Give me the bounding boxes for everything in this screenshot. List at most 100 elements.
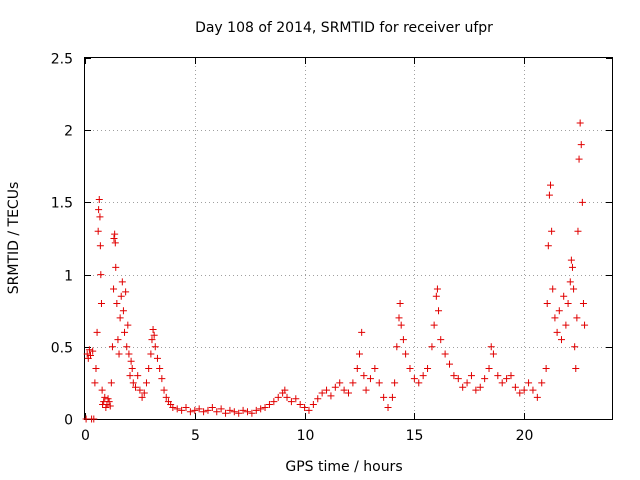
data-point	[129, 379, 137, 387]
data-point	[113, 299, 121, 307]
data-point	[83, 350, 91, 358]
x-tick-label: 0	[81, 428, 90, 444]
data-point	[148, 336, 156, 344]
data-point	[336, 379, 344, 387]
y-tick-label: 0	[64, 413, 73, 429]
ticks: 0 5 10 15 20 0 0.5 1 1.5 2 2.5	[51, 52, 612, 444]
data-point	[391, 379, 399, 387]
data-point	[95, 206, 103, 214]
data-point	[186, 408, 194, 416]
data-point	[92, 364, 100, 372]
data-point	[360, 372, 368, 380]
data-point	[450, 372, 458, 380]
chart-title: Day 108 of 2014, SRMTID for receiver ufp…	[195, 20, 493, 36]
data-point	[576, 119, 584, 127]
data-point	[128, 364, 136, 372]
data-point	[430, 321, 438, 329]
data-point	[204, 406, 212, 414]
data-point	[162, 393, 170, 401]
data-point	[158, 375, 166, 383]
data-point	[125, 350, 133, 358]
data-point	[147, 350, 155, 358]
data-point	[248, 409, 256, 417]
data-point	[366, 375, 374, 383]
data-point	[384, 403, 392, 411]
data-point	[410, 375, 418, 383]
data-point	[362, 386, 370, 394]
data-point	[555, 307, 563, 315]
data-point	[93, 328, 101, 336]
data-point	[97, 299, 105, 307]
data-point	[274, 393, 282, 401]
data-point	[331, 383, 339, 391]
data-point	[140, 389, 148, 397]
data-point	[118, 278, 126, 286]
data-point	[564, 299, 572, 307]
plot-frame	[84, 57, 613, 420]
data-point	[98, 386, 106, 394]
data-point	[119, 307, 127, 315]
data-point	[424, 364, 432, 372]
data-point	[226, 406, 234, 414]
data-point	[349, 379, 357, 387]
data-point	[114, 336, 122, 344]
data-point	[553, 328, 561, 336]
data-point	[459, 383, 467, 391]
data-point	[182, 403, 190, 411]
data-point	[191, 406, 199, 414]
data-point	[296, 401, 304, 409]
data-point	[581, 321, 589, 329]
data-point	[142, 379, 150, 387]
data-point	[577, 141, 585, 149]
data-point	[111, 239, 119, 247]
data-point	[112, 263, 120, 271]
data-point	[213, 408, 221, 416]
y-tick-label: 2.5	[51, 52, 73, 68]
data-point	[579, 299, 587, 307]
data-point	[110, 285, 118, 293]
data-point	[97, 271, 105, 279]
x-axis-label: GPS time / hours	[285, 459, 402, 475]
data-point	[446, 360, 454, 368]
data-point	[121, 328, 129, 336]
data-point	[314, 395, 322, 403]
data-point	[380, 393, 388, 401]
x-tick-label: 5	[191, 428, 200, 444]
data-point	[111, 230, 119, 238]
data-point	[353, 364, 361, 372]
data-point	[136, 386, 144, 394]
data-point	[399, 336, 407, 344]
data-point	[151, 343, 159, 351]
data-point	[562, 321, 570, 329]
data-point	[538, 379, 546, 387]
data-point	[123, 343, 131, 351]
data-point	[169, 403, 177, 411]
data-point	[318, 389, 326, 397]
data-point	[105, 398, 113, 406]
data-point	[195, 405, 203, 413]
data-point	[102, 403, 110, 411]
data-point	[126, 372, 134, 380]
data-point	[261, 403, 269, 411]
data-point	[549, 285, 557, 293]
data-point	[476, 383, 484, 391]
data-point	[252, 406, 260, 414]
data-point	[122, 288, 130, 296]
data-point	[432, 292, 440, 300]
data-point	[566, 278, 574, 286]
data-point	[525, 379, 533, 387]
data-point	[281, 386, 289, 394]
data-point	[533, 393, 541, 401]
data-point	[485, 364, 493, 372]
data-point	[323, 386, 331, 394]
data-point	[467, 372, 475, 380]
data-point	[287, 398, 295, 406]
data-point	[568, 263, 576, 271]
data-point	[340, 386, 348, 394]
data-point	[406, 364, 414, 372]
data-point	[89, 347, 97, 355]
data-point	[481, 375, 489, 383]
x-tick-label: 20	[516, 428, 534, 444]
data-point	[375, 379, 383, 387]
data-point	[145, 364, 153, 372]
